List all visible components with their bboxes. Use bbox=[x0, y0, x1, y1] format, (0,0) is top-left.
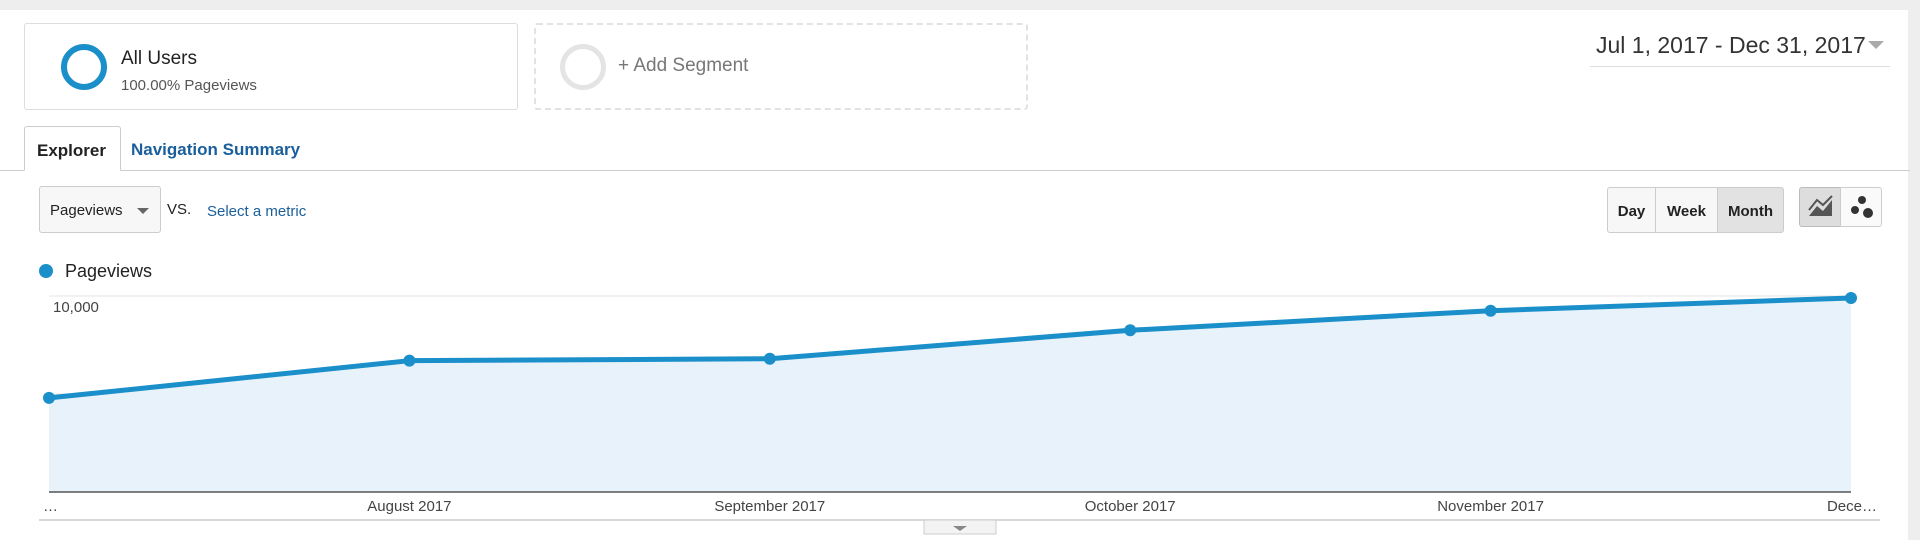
point bbox=[1845, 291, 1857, 304]
granularity-button[interactable]: Day bbox=[1607, 187, 1656, 233]
date-caret[interactable] bbox=[1868, 41, 1884, 49]
granularity-button[interactable]: Month bbox=[1717, 187, 1784, 233]
select-metric[interactable]: Select a metric bbox=[207, 203, 307, 220]
tab[interactable]: Navigation Summary bbox=[131, 140, 301, 159]
divider bbox=[1590, 66, 1890, 67]
y-tick-label: 10,000 bbox=[53, 299, 99, 316]
point bbox=[403, 354, 416, 367]
add-segment-label: + Add Segment bbox=[618, 55, 749, 76]
point bbox=[1484, 304, 1497, 317]
line bbox=[48, 295, 1852, 401]
add-segment[interactable]: + Add Segment bbox=[534, 23, 1028, 110]
x-tick-label: November 2017 bbox=[1437, 498, 1544, 515]
motion-chart-toggle[interactable] bbox=[1840, 187, 1882, 227]
x-tick-label: Dece… bbox=[1827, 498, 1877, 515]
frame bbox=[0, 0, 1920, 10]
metric-dropdown[interactable]: Pageviews bbox=[39, 186, 161, 233]
frame bbox=[1908, 0, 1920, 540]
point bbox=[763, 352, 776, 365]
dropdown-caret bbox=[137, 208, 149, 214]
segment-icon bbox=[560, 44, 606, 90]
icon bbox=[1808, 195, 1833, 216]
icon bbox=[1851, 196, 1873, 218]
segment-detail: 100.00% Pageviews bbox=[121, 77, 257, 94]
granularity-button[interactable]: Week bbox=[1655, 187, 1718, 233]
divider bbox=[0, 170, 1910, 171]
line-chart-toggle[interactable] bbox=[1799, 187, 1841, 227]
tab[interactable]: Explorer bbox=[24, 126, 121, 171]
x-tick-label: October 2017 bbox=[1085, 498, 1176, 515]
segment-name: All Users bbox=[121, 48, 198, 69]
segment-card[interactable]: All Users 100.00% Pageviews bbox=[24, 23, 518, 110]
point bbox=[1124, 324, 1137, 337]
date-range[interactable]: Jul 1, 2017 - Dec 31, 2017 bbox=[1596, 32, 1866, 58]
expand-caret bbox=[953, 526, 967, 531]
area bbox=[49, 297, 1851, 492]
legend-swatch bbox=[39, 264, 53, 278]
x-tick-label: September 2017 bbox=[714, 498, 825, 515]
x-tick-label: August 2017 bbox=[367, 498, 451, 515]
segment-icon bbox=[61, 44, 107, 90]
legend-label[interactable]: Pageviews bbox=[65, 261, 153, 281]
point bbox=[43, 391, 55, 404]
vs-label: VS. bbox=[167, 201, 192, 218]
x-tick-label: … bbox=[43, 498, 58, 515]
